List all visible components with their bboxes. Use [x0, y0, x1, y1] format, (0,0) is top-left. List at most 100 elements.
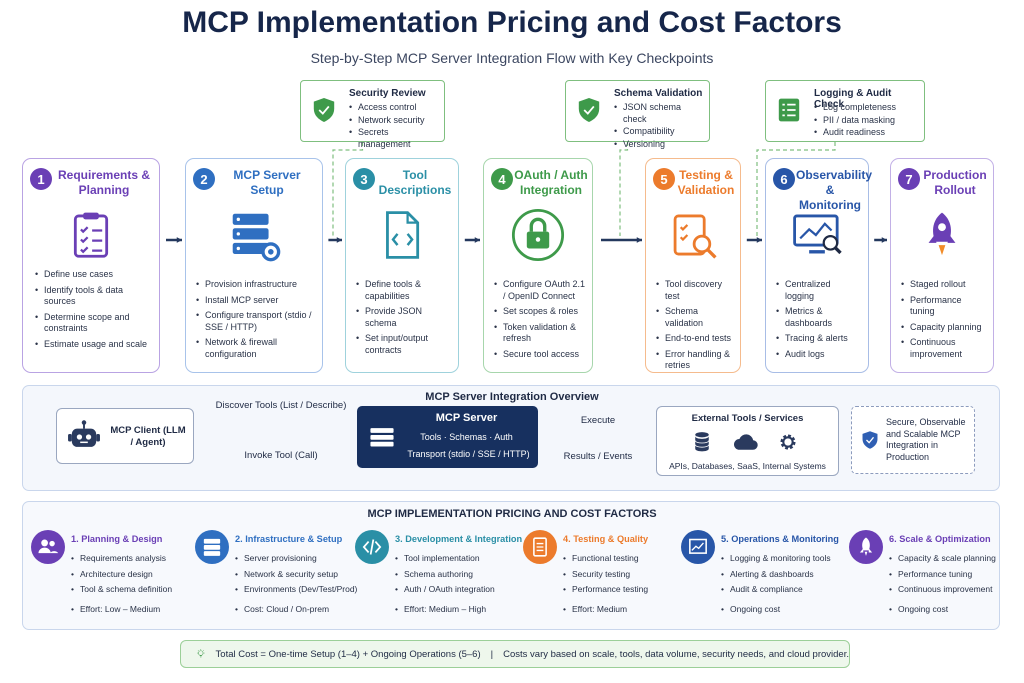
cost-title: 3. Development & Integration: [395, 534, 523, 544]
bullet-item: End-to-end tests: [656, 333, 734, 345]
bullet-item: Continuous improvement: [901, 337, 987, 360]
bullet-item: Identify tools & data sources: [35, 285, 153, 308]
bullet-item: Estimate usage and scale: [35, 339, 153, 351]
icon: [197, 649, 205, 658]
discover-label: Discover Tools (List / Describe): [215, 400, 347, 411]
page-title: MCP Implementation Pricing and Cost Fact…: [182, 6, 842, 39]
arrow-head: [336, 237, 342, 243]
step-badge: 2: [193, 168, 215, 190]
step-card: 2 MCP Server Setup Provision infrastructur…: [185, 158, 323, 373]
icon: [386, 211, 420, 259]
icon: [370, 428, 394, 447]
bullet-item: Tool discovery test: [656, 279, 734, 302]
bullet-list: Cost: Cloud / On-prem: [235, 604, 329, 620]
bullet-item: Architecture design: [71, 569, 199, 581]
server-title: MCP Server: [435, 412, 498, 424]
bullet-list: Access controlNetwork securitySecrets ma…: [349, 102, 440, 151]
bullet-list: Staged rollout Performance tuning Capacity…: [901, 279, 987, 364]
icon: [68, 420, 100, 447]
step-badge: 3: [353, 168, 375, 190]
bullet-item: Alerting & dashboards: [721, 569, 849, 581]
bullet-item: Secrets management: [349, 127, 440, 150]
checkpoint-connector: [619, 142, 629, 236]
bullet-list: JSON schema checkCompatibilityVersioning: [614, 102, 705, 151]
bullet-item: Tool implementation: [395, 553, 523, 565]
arrow-head: [474, 237, 480, 243]
cost-footnote: Effort: Low – Medium: [71, 604, 160, 616]
cost-icon: [523, 530, 557, 564]
execute-label: Execute: [580, 415, 616, 426]
bullet-item: Audit readiness: [814, 127, 920, 139]
bullet-item: Tool & schema definition: [71, 584, 199, 596]
bullet-item: Audit & compliance: [721, 584, 849, 596]
step-badge: 4: [491, 168, 513, 190]
bullet-item: Capacity & scale planning: [889, 553, 1017, 565]
cost-icon: [195, 530, 229, 564]
bullet-item: Continuous improvement: [889, 584, 1017, 596]
icon: [578, 98, 600, 122]
step-badge: 5: [653, 168, 675, 190]
bullet-item: Provision infrastructure: [196, 279, 316, 291]
bullet-item: Requirements analysis: [71, 553, 199, 565]
icon: [203, 538, 221, 556]
icon: [793, 214, 842, 255]
bullet-item: Define tools & capabilities: [356, 279, 452, 302]
server-line: Tools · Schemas · Auth: [420, 432, 513, 442]
external-caption: APIs, Databases, SaaS, Internal Systems: [669, 461, 826, 471]
bullet-list: Capacity & scale planning Performance tun…: [889, 553, 1017, 600]
bullet-list: Ongoing cost: [721, 604, 780, 620]
client-label: MCP Client (LLM / Agent): [110, 425, 186, 448]
bullet-item: Tracing & alerts: [776, 333, 862, 345]
cost-icon: [681, 530, 715, 564]
icon: [694, 432, 710, 452]
icon: [38, 539, 59, 554]
checkpoint-box: Security Review Access controlNetwork sec…: [300, 80, 445, 149]
arrow-head: [176, 237, 182, 243]
checkpoint-box: Logging & Audit CheckLog completenessPII…: [765, 80, 925, 142]
bullet-list: Log completenessPII / data maskingAudit …: [814, 102, 920, 140]
bullet-item: Network & firewall configuration: [196, 337, 316, 360]
step-title: OAuth / Auth Integration: [514, 168, 588, 197]
bullet-list: Define use cases Identify tools & data so…: [35, 269, 153, 354]
bullet-list: Logging & monitoring tools Alerting & das…: [721, 553, 849, 600]
bullet-item: Performance tuning: [889, 569, 1017, 581]
step-title: Tool Descriptions: [378, 168, 452, 197]
bullet-list: Effort: Medium – High: [395, 604, 486, 620]
checkpoint-title: Schema Validation: [614, 88, 703, 99]
cost-title: 6. Scale & Optimization: [889, 534, 991, 544]
arrow-head: [756, 237, 762, 243]
server-box: MCP Server Tools · Schemas · Auth Transpor…: [357, 406, 538, 468]
bullet-item: JSON schema check: [614, 102, 705, 125]
bullet-item: Functional testing: [563, 553, 691, 565]
bullet-item: Network security: [349, 115, 440, 127]
bullet-item: Install MCP server: [196, 295, 316, 307]
bullet-item: Server provisioning: [235, 553, 363, 565]
cost-footnote: Effort: Medium – High: [395, 604, 486, 616]
icon: [362, 539, 382, 555]
step-title: Requirements & Planning: [57, 168, 151, 197]
bullet-item: Performance tuning: [901, 295, 987, 318]
bullet-list: Tool implementation Schema authoring Auth …: [395, 553, 523, 600]
icon: [689, 538, 707, 554]
cost-title: 2. Infrastructure & Setup: [235, 534, 343, 544]
bullet-item: Set scopes & roles: [494, 306, 586, 318]
bullet-item: Versioning: [614, 139, 705, 151]
bullet-item: Environments (Dev/Test/Prod): [235, 584, 363, 596]
cost-title: 4. Testing & Quality: [563, 534, 649, 544]
external-title: External Tools / Services: [691, 413, 804, 424]
bullet-list: Effort: Low – Medium: [71, 604, 160, 620]
cost-footnote: Ongoing cost: [889, 604, 948, 616]
bullet-item: Audit logs: [776, 349, 862, 361]
costs-title: MCP IMPLEMENTATION PRICING AND COST FACT…: [367, 508, 657, 520]
cost-icon: [849, 530, 883, 564]
step-badge: 7: [898, 168, 920, 190]
bullet-item: Capacity planning: [901, 322, 987, 334]
step-title: Observability & Monitoring: [796, 168, 873, 212]
external-box: External Tools / Services APIs, Databases…: [656, 406, 839, 476]
bullet-item: Metrics & dashboards: [776, 306, 862, 329]
invoke-label: Invoke Tool (Call): [244, 450, 318, 461]
bullet-list: Functional testing Security testing Perfor…: [563, 553, 691, 600]
